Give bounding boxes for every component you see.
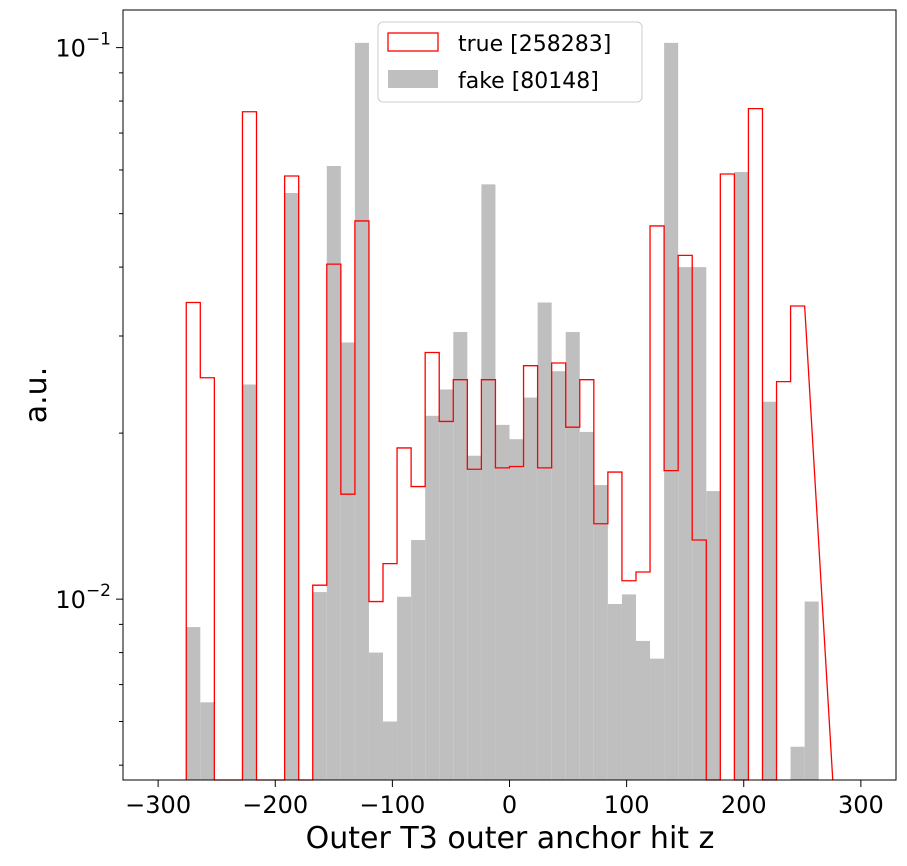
fake-bar xyxy=(621,594,636,780)
fake-bar xyxy=(439,389,454,780)
fake-bar xyxy=(481,184,496,780)
fake-bar xyxy=(551,371,566,780)
fake-bar xyxy=(312,592,327,780)
fake-bar xyxy=(467,455,482,780)
legend-fake-swatch xyxy=(388,70,438,88)
legend-box xyxy=(377,21,643,103)
fake-bar xyxy=(326,166,341,781)
x-tick-label: −300 xyxy=(125,791,191,819)
fake-series-bars xyxy=(186,42,819,781)
fake-bar xyxy=(762,401,777,780)
legend-true-label: true [258283] xyxy=(458,32,611,57)
fake-bar xyxy=(383,721,398,780)
fake-bar xyxy=(593,485,608,780)
fake-bar xyxy=(678,267,693,780)
x-tick-label: 100 xyxy=(604,791,650,819)
fake-bar xyxy=(397,596,412,780)
fake-bar xyxy=(509,439,524,780)
x-axis-label: Outer T3 outer anchor hit z xyxy=(306,821,715,856)
fake-bar xyxy=(579,431,594,780)
x-tick-label: 0 xyxy=(502,791,517,819)
x-tick-label: −100 xyxy=(359,791,425,819)
legend-fake-label: fake [80148] xyxy=(458,69,599,94)
y-axis-label: a.u. xyxy=(19,367,54,423)
fake-bar xyxy=(607,603,622,780)
fake-bar xyxy=(664,42,679,781)
fake-bar xyxy=(706,491,721,780)
fake-bar xyxy=(368,652,384,780)
y-tick-label: 10−2 xyxy=(55,581,111,614)
fake-bar xyxy=(537,302,552,780)
fake-bar xyxy=(804,601,819,780)
fake-bar xyxy=(650,658,665,780)
fake-bar xyxy=(790,746,805,780)
fake-bar xyxy=(411,540,426,780)
fake-bar xyxy=(242,384,257,780)
fake-bar xyxy=(523,397,538,780)
fake-bar xyxy=(495,424,510,780)
x-tick-label: 300 xyxy=(838,791,884,819)
x-tick-label: −200 xyxy=(242,791,308,819)
fake-bar xyxy=(200,702,215,780)
x-tick-label: 200 xyxy=(721,791,767,819)
fake-bar xyxy=(186,627,201,780)
fake-bar xyxy=(354,42,369,781)
fake-bar xyxy=(734,171,749,781)
fake-bar xyxy=(692,267,707,780)
y-axis-ticks: 10−1 10−2 xyxy=(55,30,123,766)
legend-true-swatch xyxy=(387,32,439,52)
true-series-step xyxy=(185,108,834,781)
fake-bar xyxy=(453,332,468,780)
x-axis-ticks: −300 −200 −100 0 100 200 300 xyxy=(125,780,884,819)
fake-bar xyxy=(565,332,580,780)
fake-bar xyxy=(425,415,440,780)
fake-bar xyxy=(635,640,651,780)
fake-bar xyxy=(340,342,355,780)
y-tick-label: 10−1 xyxy=(55,30,111,63)
fake-bar xyxy=(284,192,299,780)
legend: true [258283] fake [80148] xyxy=(377,21,643,103)
